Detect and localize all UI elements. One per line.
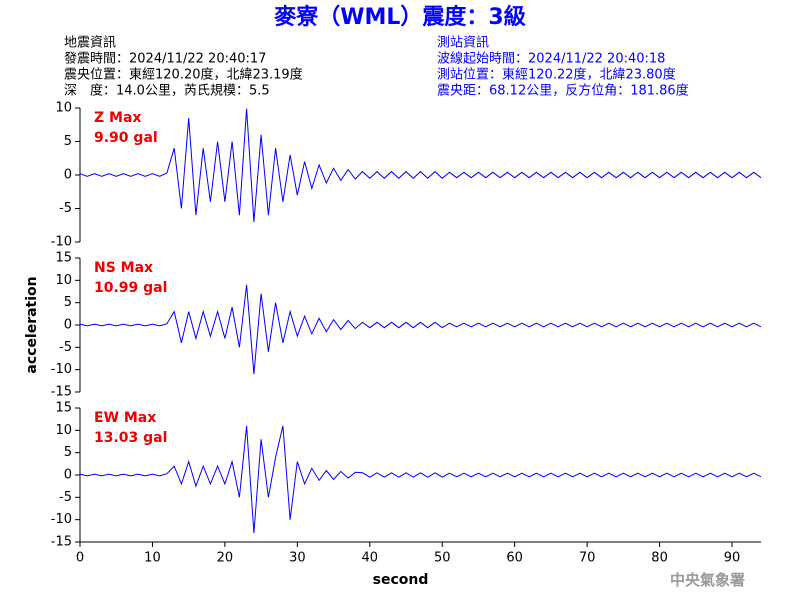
chart-title: 麥寮（WML）震度：3級 <box>273 4 526 30</box>
y-tick-label: -10 <box>51 512 72 527</box>
info-line: 震央距：68.12公里，反方位角：181.86度 <box>437 83 689 99</box>
info-line: 震央位置：東經120.20度，北緯23.19度 <box>64 67 303 83</box>
y-tick-label: -5 <box>59 490 72 505</box>
annotation: 13.03 gal <box>94 430 167 446</box>
annotation: 10.99 gal <box>94 280 167 296</box>
y-tick-label: -5 <box>59 340 72 355</box>
x-tick-label: 40 <box>362 551 379 566</box>
annotation: Z Max <box>94 110 141 126</box>
waveform <box>79 108 762 222</box>
x-tick-label: 10 <box>144 551 161 566</box>
y-tick-label: 5 <box>64 295 72 310</box>
x-tick-label: 30 <box>289 551 306 566</box>
info-line: 地震資訊 <box>64 36 116 51</box>
y-tick-label: -5 <box>59 201 72 216</box>
y-tick-label: -10 <box>51 362 72 377</box>
watermark: 中央氣象署 <box>670 571 745 589</box>
info-line: 測站資訊 <box>437 36 489 51</box>
info-line: 深 度：14.0公里，芮氏規模：5.5 <box>64 83 270 99</box>
x-tick-label: 0 <box>76 551 84 566</box>
annotation: NS Max <box>94 260 153 276</box>
x-tick-label: 60 <box>506 551 523 566</box>
y-tick-label: -10 <box>51 235 72 250</box>
y-tick-label: 0 <box>64 168 72 183</box>
y-tick-label: 5 <box>64 445 72 460</box>
event-info: 地震資訊 發震時間：2024/11/22 20:40:17 震央位置：東經120… <box>64 36 303 99</box>
x-tick-label: 70 <box>579 551 596 566</box>
annotation: 9.90 gal <box>94 130 158 146</box>
x-tick-label: 50 <box>434 551 451 566</box>
y-tick-label: 10 <box>55 101 72 116</box>
x-tick-label: 80 <box>651 551 668 566</box>
info-line: 發震時間：2024/11/22 20:40:17 <box>64 52 266 67</box>
y-tick-label: 10 <box>55 273 72 288</box>
y-tick-label: 15 <box>55 401 72 416</box>
y-tick-label: 10 <box>55 423 72 438</box>
y-tick-label: 15 <box>55 251 72 266</box>
y-tick-label: 5 <box>64 134 72 149</box>
y-tick-label: 0 <box>64 468 72 483</box>
y-tick-label: 0 <box>64 318 72 333</box>
waveform <box>79 284 762 375</box>
annotation: EW Max <box>94 410 156 426</box>
x-tick-label: 20 <box>217 551 234 566</box>
y-tick-label: -15 <box>51 385 72 400</box>
info-line: 波線起始時間：2024/11/22 20:40:18 <box>437 51 665 67</box>
station-info: 測站資訊 波線起始時間：2024/11/22 20:40:18 測站位置：東經1… <box>437 36 689 99</box>
info-line: 測站位置：東經120.22度，北緯23.80度 <box>437 67 676 83</box>
x-tick-label: 90 <box>724 551 741 566</box>
y-axis-label: acceleration <box>24 276 40 373</box>
y-tick-label: -15 <box>51 535 72 550</box>
waveform <box>79 425 762 534</box>
x-axis-label: second <box>373 572 429 588</box>
